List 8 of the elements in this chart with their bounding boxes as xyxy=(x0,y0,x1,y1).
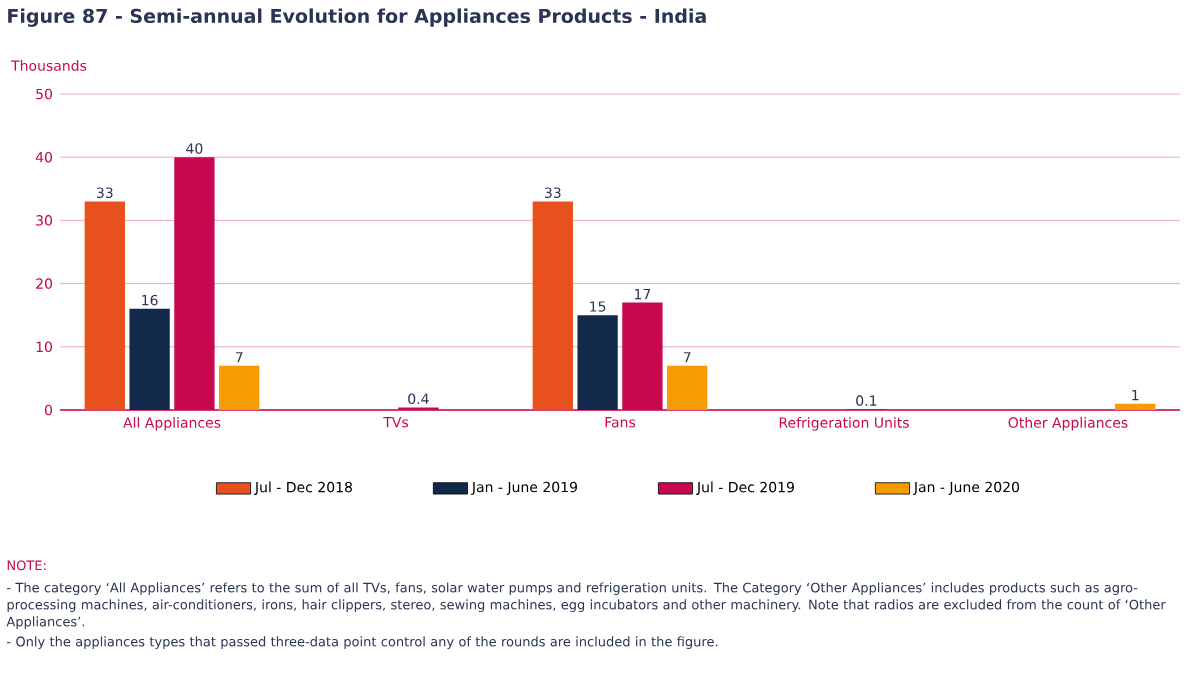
bar xyxy=(219,365,260,410)
bar xyxy=(129,308,170,410)
bar xyxy=(1115,403,1156,410)
bar xyxy=(532,201,573,410)
bar xyxy=(667,365,708,410)
bar xyxy=(577,315,618,410)
chart-title: Figure 87 - Semi-annual Evolution for Appliances Products - India xyxy=(8,8,706,27)
bar xyxy=(84,201,125,410)
